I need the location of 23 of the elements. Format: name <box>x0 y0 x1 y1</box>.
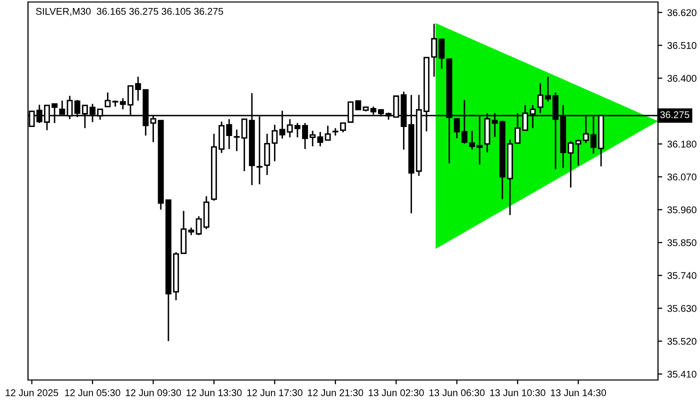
y-tick-label: 36.070 <box>667 174 696 180</box>
y-tick-label: 36.180 <box>667 140 696 148</box>
text: SILVER,M30 36.165 36.275 36.105 36.275 <box>36 8 224 16</box>
x-tick-label: 12 Jun 09:30 <box>126 389 181 396</box>
x-tick-label: 12 Jun 13:30 <box>186 389 242 396</box>
y-tick-label: 36.620 <box>667 9 696 16</box>
x-tick-label: 13 Jun 14:30 <box>550 389 606 396</box>
y-tick-label: 35.410 <box>667 370 696 378</box>
y-tick-label: 36.400 <box>667 74 696 82</box>
x-tick-label: 13 Jun 02:30 <box>368 389 424 396</box>
y-tick-label: 36.510 <box>667 42 696 49</box>
y-tick-label: 35.740 <box>667 272 696 280</box>
x-tick-label: 12 Jun 05:30 <box>65 389 120 396</box>
y-tick-label: 35.630 <box>667 305 696 312</box>
x-tick-label: 12 Jun 17:30 <box>247 389 302 396</box>
ref-line-label: 36.275 <box>660 111 690 118</box>
y-tick-label: 35.960 <box>667 206 696 214</box>
x-tick-label: 12 Jun 2025 <box>6 389 58 396</box>
x-tick-label: 13 Jun 10:30 <box>490 389 546 396</box>
x-tick-label: 12 Jun 21:30 <box>308 389 364 396</box>
x-tick-label: 13 Jun 06:30 <box>429 389 485 396</box>
y-tick-label: 35.850 <box>667 239 696 246</box>
y-tick-label: 35.520 <box>667 338 696 345</box>
